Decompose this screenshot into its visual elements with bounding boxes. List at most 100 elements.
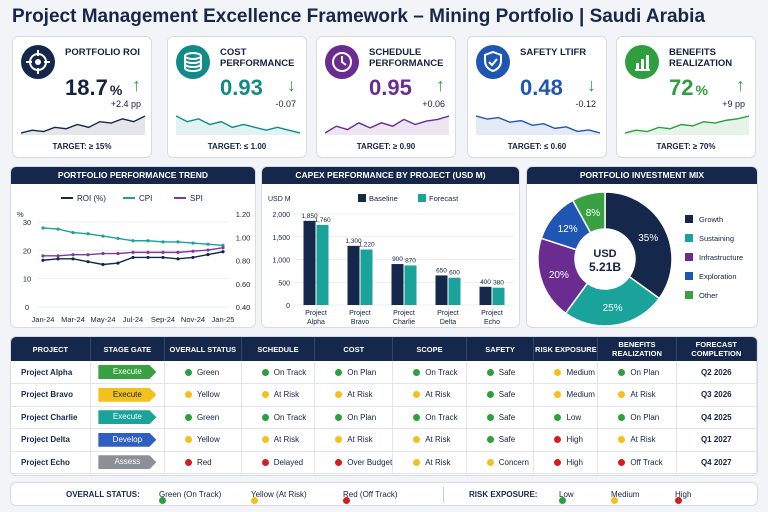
kpi-change: -0.12 — [575, 99, 596, 109]
data-point — [221, 250, 225, 254]
kpi-value-number: 18.7 — [65, 75, 108, 100]
safety-cell: Safe — [466, 361, 535, 384]
y-tick-label: 0 — [286, 303, 290, 310]
legend-label: ROI (%) — [77, 194, 106, 203]
scope-cell: On Track — [392, 361, 467, 384]
status-dot — [261, 368, 269, 376]
category-label-line1: Project — [481, 310, 503, 317]
data-point — [56, 254, 60, 258]
data-point — [86, 232, 90, 236]
data-point — [86, 253, 90, 257]
bar-value-label: 380 — [493, 280, 504, 287]
benefits-text: On Plan — [630, 367, 660, 377]
legend-text: Red (Off Track) — [343, 490, 398, 499]
cost-cell: At Risk — [314, 428, 394, 452]
table-row[interactable]: Project Bravo Execute Yellow At Risk At Risk… — [11, 383, 757, 407]
status-dot — [335, 436, 343, 444]
data-point — [131, 239, 135, 243]
status-dot — [184, 458, 192, 466]
project-name[interactable]: Project Bravo — [11, 383, 91, 407]
safety-cell: Safe — [466, 383, 535, 407]
category-label-line1: Project — [349, 310, 371, 317]
overall-cell: Green — [164, 406, 242, 429]
table-row[interactable]: Project Echo Assess Red Delayed Over Budget A… — [11, 451, 757, 474]
schedule-cell: On Track — [241, 406, 316, 429]
overall-text: Yellow — [196, 390, 220, 400]
kpi-label: BENEFITS REALIZATION — [669, 47, 733, 69]
benefits-text: Off Track — [630, 457, 663, 467]
status-dot — [261, 458, 269, 466]
status-dot — [261, 391, 269, 399]
legend-text: Low — [559, 490, 574, 499]
legend-text: High — [675, 490, 692, 499]
risk-text: Medium — [566, 390, 595, 400]
data-point — [101, 262, 105, 267]
project-name[interactable]: Project Echo — [11, 451, 91, 474]
table-row[interactable]: Project Charlie Execute Green On Track On Pl… — [11, 406, 757, 429]
data-point — [116, 251, 120, 256]
kpi-sparkline — [476, 115, 600, 135]
kpi-value-unit: % — [695, 82, 708, 98]
column-header: SAFETY — [466, 337, 535, 361]
kpi-sparkline — [325, 115, 449, 135]
bar-value-label: 1,850 — [301, 213, 318, 220]
stage-gate-cell: Execute — [90, 361, 165, 384]
kpi-label: SAFETY LTIFR — [520, 47, 587, 58]
benefits-cell: On Plan — [597, 361, 677, 384]
right-tick-label: 1.00 — [236, 233, 251, 242]
project-name[interactable]: Project Alpha — [11, 361, 91, 384]
legend-text: Medium — [611, 490, 640, 499]
stage-gate-badge: Develop — [98, 432, 157, 447]
shield-icon — [476, 45, 510, 79]
kpi-sparkline — [176, 115, 300, 135]
table-row[interactable]: Project Delta Develop Yellow At Risk At Risk… — [11, 428, 757, 452]
forecast-completion: Q4 2027 — [676, 451, 757, 474]
category-label-line2: Bravo — [351, 319, 369, 326]
project-name[interactable]: Project Charlie — [11, 406, 91, 429]
schedule-text: On Track — [273, 412, 307, 422]
right-tick-label: 1.20 — [236, 210, 251, 219]
column-header: PROJECT — [11, 337, 91, 361]
schedule-cell: At Risk — [241, 428, 316, 452]
table-row[interactable]: Project Alpha Execute Green On Track On Plan… — [11, 361, 757, 384]
right-tick-label: 0.40 — [236, 303, 251, 312]
status-dot — [554, 458, 562, 466]
project-name[interactable]: Project Delta — [11, 428, 91, 452]
arrow-up-icon: ↑ — [736, 75, 745, 95]
bar-baseline — [391, 264, 404, 305]
y-tick-label: 2,000 — [272, 212, 290, 219]
risk-exposure-label: RISK EXPOSURE: — [469, 490, 538, 499]
legend-label: CPI — [139, 194, 152, 203]
arrow-up-icon: ↑ — [436, 75, 445, 95]
scope-text: At Risk — [425, 435, 451, 445]
schedule-cell: On Track — [241, 361, 316, 384]
legend-label: Forecast — [429, 194, 459, 203]
risk-cell: Medium — [533, 383, 599, 407]
forecast-completion: Q1 2027 — [676, 428, 757, 452]
risk-text: High — [566, 435, 583, 445]
kpi-target: TARGET: ≤ 1.00 — [207, 142, 267, 151]
status-dot — [486, 368, 494, 376]
bar-forecast — [360, 249, 373, 305]
status-dot — [184, 391, 192, 399]
x-tick-label: Nov-24 — [181, 315, 205, 324]
stage-gate-badge: Execute — [98, 387, 157, 402]
kpi-change: +0.06 — [422, 99, 445, 109]
capex-title: CAPEX PERFORMANCE BY PROJECT (USD M) — [262, 167, 519, 184]
status-legend: OVERALL STATUS: RISK EXPOSURE: Green (On… — [10, 482, 758, 506]
column-header: SCHEDULE — [241, 337, 316, 361]
status-dot — [261, 436, 269, 444]
bar-value-label: 1,760 — [314, 217, 331, 224]
left-tick-label: 30 — [23, 218, 31, 227]
donut-slice — [571, 191, 606, 234]
schedule-text: On Track — [273, 367, 307, 377]
x-tick-label: Jan-24 — [32, 315, 55, 324]
data-point — [146, 250, 150, 254]
sparkline-line — [21, 115, 145, 134]
scope-text: At Risk — [425, 457, 451, 467]
status-dot — [335, 391, 343, 399]
scope-cell: At Risk — [392, 383, 467, 407]
safety-cell: Concern — [466, 451, 535, 474]
legend-label: Baseline — [369, 194, 398, 203]
kpi-change: +9 pp — [722, 99, 745, 109]
